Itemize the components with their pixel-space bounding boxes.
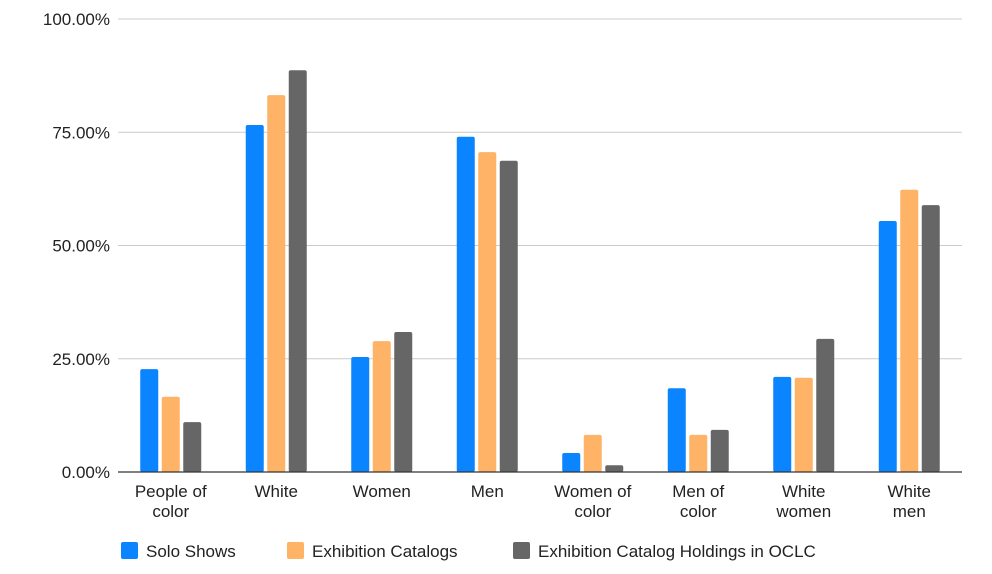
bar-exhibition-catalog-holdings-in-oclc xyxy=(394,332,413,472)
bar-solo-shows xyxy=(773,376,792,472)
bar-solo-shows xyxy=(878,221,897,472)
x-tick-label: women xyxy=(775,502,831,521)
y-tick-label: 0.00% xyxy=(62,463,110,482)
legend-label: Solo Shows xyxy=(146,542,236,561)
bar-exhibition-catalog-holdings-in-oclc xyxy=(710,429,729,472)
y-tick-label: 100.00% xyxy=(43,10,110,29)
x-tick-label: White xyxy=(888,482,931,501)
x-tick-label: color xyxy=(574,502,611,521)
y-tick-label: 25.00% xyxy=(52,350,110,369)
bar-exhibition-catalogs xyxy=(478,152,497,472)
x-tick-label: Women of xyxy=(554,482,631,501)
legend-item: Exhibition Catalog Holdings in OCLC xyxy=(513,542,816,561)
x-tick-label: Men of xyxy=(672,482,724,501)
x-tick-label: color xyxy=(680,502,717,521)
bar-solo-shows xyxy=(351,356,370,472)
bar-solo-shows xyxy=(456,136,475,472)
bar-exhibition-catalogs xyxy=(161,396,180,472)
bar-exhibition-catalogs xyxy=(900,189,919,472)
bar-exhibition-catalog-holdings-in-oclc xyxy=(816,338,835,472)
legend-swatch xyxy=(287,542,304,559)
bar-exhibition-catalog-holdings-in-oclc xyxy=(288,70,307,473)
bar-exhibition-catalog-holdings-in-oclc xyxy=(605,465,624,472)
bar-solo-shows xyxy=(562,452,581,472)
x-tick-label: men xyxy=(893,502,926,521)
bar-exhibition-catalog-holdings-in-oclc xyxy=(499,160,518,472)
legend-swatch xyxy=(121,542,138,559)
x-tick-label: Women xyxy=(353,482,411,501)
x-tick-label: White xyxy=(255,482,298,501)
bar-exhibition-catalogs xyxy=(267,95,286,472)
bar-exhibition-catalogs xyxy=(583,434,602,472)
legend-label: Exhibition Catalog Holdings in OCLC xyxy=(538,542,816,561)
y-tick-label: 50.00% xyxy=(52,237,110,256)
bar-solo-shows xyxy=(245,125,264,472)
legend-item: Exhibition Catalogs xyxy=(287,542,458,561)
bar-exhibition-catalogs xyxy=(689,434,708,472)
bar-exhibition-catalogs xyxy=(372,341,391,472)
x-tick-label: People of xyxy=(135,482,207,501)
x-tick-label: color xyxy=(152,502,189,521)
bar-exhibition-catalog-holdings-in-oclc xyxy=(183,422,202,472)
y-tick-label: 75.00% xyxy=(52,123,110,142)
legend-item: Solo Shows xyxy=(121,542,236,561)
x-tick-label: White xyxy=(782,482,825,501)
bar-solo-shows xyxy=(667,388,686,472)
legend-label: Exhibition Catalogs xyxy=(312,542,458,561)
bar-exhibition-catalog-holdings-in-oclc xyxy=(921,205,940,473)
bar-solo-shows xyxy=(140,369,159,472)
x-tick-label: Men xyxy=(471,482,504,501)
bar-exhibition-catalogs xyxy=(794,377,813,472)
legend-swatch xyxy=(513,542,530,559)
